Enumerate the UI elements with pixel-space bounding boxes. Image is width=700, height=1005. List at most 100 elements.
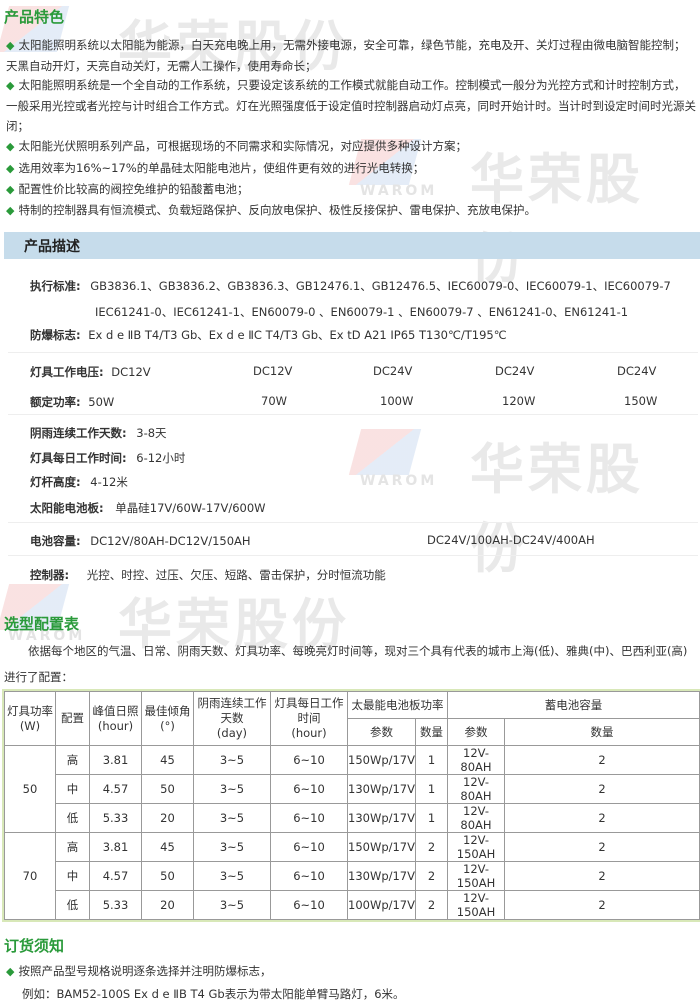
table-row: 低 5.33 20 3~5 6~10 100Wp/17V 2 12V-150AH 2 — [5, 890, 700, 920]
battery-label: 电池容量: — [30, 534, 81, 548]
diamond-bullet-icon: ◆ — [6, 162, 15, 175]
voltage-value: DC12V — [111, 365, 151, 379]
cell-rain: 3~5 — [193, 832, 271, 862]
cell-sun: 3.81 — [89, 832, 142, 862]
cell-daily: 6~10 — [270, 774, 348, 804]
pole-label: 灯杆高度: — [30, 475, 81, 489]
cell-battery: 12V-80AH — [447, 774, 505, 804]
power-value: 70W — [261, 394, 288, 408]
controller-label: 控制器: — [30, 568, 70, 582]
cell-power: 50 — [4, 745, 56, 833]
panel-value: 单晶硅17V/60W-17V/600W — [115, 501, 266, 515]
diamond-bullet-icon: ◆ — [6, 140, 15, 153]
header-sun: 峰值日照 (hour) — [89, 691, 142, 746]
panel-label: 太阳能电池板: — [30, 501, 104, 515]
cell-config: 低 — [55, 890, 90, 920]
cell-panel-qty: 2 — [415, 861, 448, 891]
cell-panel-qty: 1 — [415, 745, 448, 775]
cell-battery-qty: 2 — [504, 861, 700, 891]
cell-battery: 12V-80AH — [447, 803, 505, 833]
standards-label: 执行标准: — [30, 279, 81, 293]
cell-panel: 130Wp/17V — [347, 774, 416, 804]
selection-table: 灯具功率 (W) 配置 峰值日照 (hour) 最佳倾角 (°) 阴雨连续工作天数 (d… — [2, 689, 700, 922]
cell-angle: 20 — [141, 803, 194, 833]
cell-config: 中 — [55, 774, 90, 804]
standards-value-2: IEC61241-0、IEC61241-1、EN60079-0 、EN60079… — [95, 305, 629, 319]
cell-sun: 5.33 — [89, 803, 142, 833]
battery-value: DC24V/100AH-DC24V/400AH — [427, 533, 595, 547]
header-battery-param: 参数 — [447, 718, 505, 746]
voltage-value: DC24V — [495, 364, 535, 378]
feature-item: ◆ 配置性价比较高的阀控免维护的铅酸蓄电池； — [6, 182, 249, 196]
cell-panel-qty: 2 — [415, 890, 448, 920]
selection-title: 选型配置表 — [4, 615, 80, 633]
selection-intro: 依据每个地区的气温、日常、阴雨天数、灯具功率、每晚亮灯时间等，现对三个具有代表的… — [4, 644, 688, 684]
watermark: 华荣股份 — [0, 2, 350, 81]
features-title: 产品特色 — [4, 8, 65, 26]
cell-battery-qty: 2 — [504, 745, 700, 775]
cell-panel: 100Wp/17V — [347, 890, 416, 920]
cell-angle: 50 — [141, 861, 194, 891]
feature-item: ◆ 选用效率为16%~17%的单晶硅太阳能电池片，使组件更有效的进行光电转换； — [6, 161, 425, 175]
ex-value: Ex d e ⅡB T4/T3 Gb、Ex d e ⅡC T4/T3 Gb、Ex… — [88, 328, 507, 342]
table-row: 低 5.33 20 3~5 6~10 130Wp/17V 1 12V-80AH 2 — [5, 803, 700, 833]
cell-daily: 6~10 — [270, 832, 348, 862]
cell-battery: 12V-150AH — [447, 890, 505, 920]
cell-rain: 3~5 — [193, 803, 271, 833]
cell-battery: 12V-150AH — [447, 832, 505, 862]
cell-battery: 12V-80AH — [447, 745, 505, 775]
cell-config: 高 — [55, 832, 90, 862]
cell-battery-qty: 2 — [504, 832, 700, 862]
table-row: 中 4.57 50 3~5 6~10 130Wp/17V 1 12V-80AH 2 — [5, 774, 700, 804]
cell-panel: 130Wp/17V — [347, 861, 416, 891]
cell-rain: 3~5 — [193, 774, 271, 804]
cell-panel-qty: 1 — [415, 774, 448, 804]
cell-daily: 6~10 — [270, 745, 348, 775]
voltage-value: DC12V — [253, 364, 293, 378]
power-label: 额定功率: — [30, 395, 81, 409]
cell-config: 低 — [55, 803, 90, 833]
power-value: 120W — [502, 394, 536, 408]
header-panel-qty: 数量 — [415, 718, 448, 746]
header-panel: 太最能电池板功率 — [347, 691, 448, 719]
cell-battery-qty: 2 — [504, 774, 700, 804]
cell-daily: 6~10 — [270, 803, 348, 833]
cell-sun: 4.57 — [89, 861, 142, 891]
header-battery-qty: 数量 — [504, 718, 700, 746]
header-daily: 灯具每日工作时间 (hour) — [270, 691, 348, 746]
header-battery: 蓄电池容量 — [447, 691, 700, 719]
standards-value: GB3836.1、GB3836.2、GB3836.3、GB12476.1、GB1… — [90, 279, 671, 293]
power-value: 50W — [88, 395, 115, 409]
header-panel-param: 参数 — [347, 718, 416, 746]
voltage-value: DC24V — [373, 364, 413, 378]
table-row: 中 4.57 50 3~5 6~10 130Wp/17V 2 12V-150AH 2 — [5, 861, 700, 891]
rain-value: 3-8天 — [136, 426, 167, 440]
cell-config: 高 — [55, 745, 90, 775]
voltage-value: DC24V — [617, 364, 657, 378]
daily-value: 6-12小时 — [136, 451, 186, 465]
power-value: 100W — [380, 394, 414, 408]
table-row: 70 高 3.81 45 3~5 6~10 150Wp/17V 2 12V-150AH 2 — [4, 832, 700, 920]
cell-angle: 20 — [141, 890, 194, 920]
feature-item: ◆ 太阳能照明系统是一个全自动的工作系统，只要设定该系统的工作模式就能自动工作。控… — [6, 78, 696, 133]
cell-sun: 4.57 — [89, 774, 142, 804]
power-value: 150W — [624, 394, 658, 408]
pole-value: 4-12米 — [90, 475, 128, 489]
cell-config: 中 — [55, 861, 90, 891]
controller-value: 光控、时控、过压、欠压、短路、雷击保护，分时恒流功能 — [86, 568, 386, 582]
cell-rain: 3~5 — [193, 890, 271, 920]
feature-item: ◆ 太阳能照明系统以太阳能为能源，白天充电晚上用，无需外接电源，安全可靠，绿色节能… — [6, 38, 686, 73]
table-row: 50 高 3.81 45 3~5 6~10 150Wp/17V 1 12V-80AH 2 — [4, 745, 700, 833]
daily-label: 灯具每日工作时间: — [30, 451, 127, 465]
cell-angle: 45 — [141, 745, 194, 775]
ordering-item: ◆ 按照产品型号规格说明逐条选择并注明防爆标志， — [6, 964, 272, 978]
diamond-bullet-icon: ◆ — [6, 965, 15, 978]
feature-item: ◆ 太阳能光伏照明系列产品，可根据现场的不同需求和实际情况，对应提供多种设计方案； — [6, 139, 467, 153]
cell-power: 70 — [4, 832, 56, 920]
diamond-bullet-icon: ◆ — [6, 183, 15, 196]
battery-value: DC12V/80AH-DC12V/150AH — [90, 534, 251, 548]
cell-angle: 45 — [141, 832, 194, 862]
rain-label: 阴雨连续工作天数: — [30, 426, 127, 440]
cell-rain: 3~5 — [193, 745, 271, 775]
